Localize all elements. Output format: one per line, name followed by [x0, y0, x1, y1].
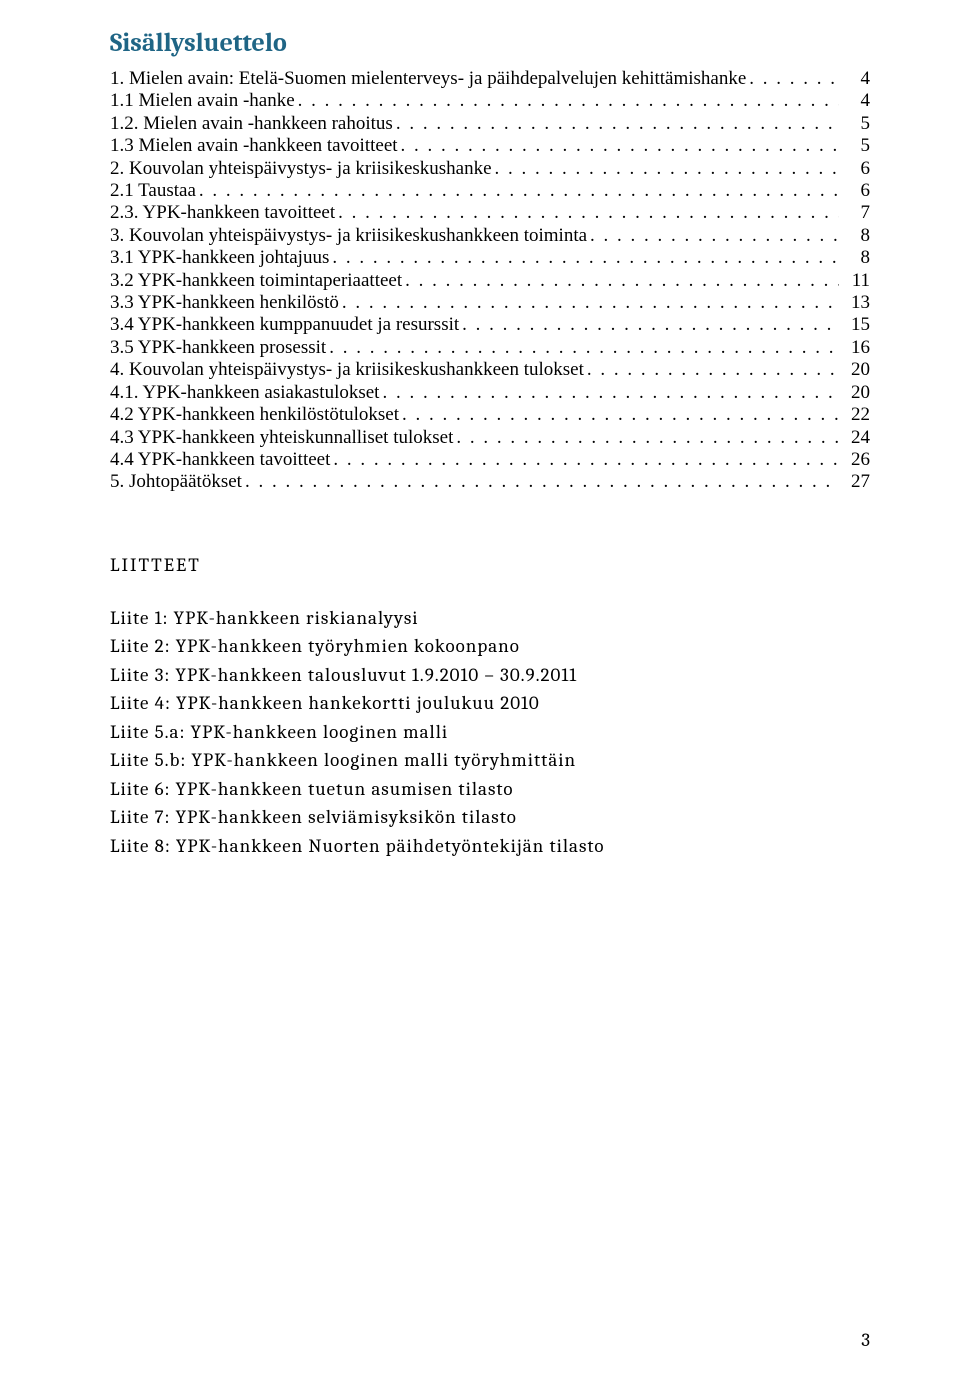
toc-label: 3.4 YPK-hankkeen kumppanuudet ja resurss…: [110, 314, 459, 336]
toc-label: 1. Mielen avain: Etelä-Suomen mielenterv…: [110, 68, 746, 90]
toc-dots: . . . . . . . . . . . . . . . . . . . . …: [749, 68, 839, 90]
toc-label: 1.2. Mielen avain -hankkeen rahoitus: [110, 113, 393, 135]
appendix-item: Liite 5.b: YPK-hankkeen looginen malli t…: [110, 746, 870, 775]
toc-dots: . . . . . . . . . . . . . . . . . . . . …: [456, 427, 839, 449]
toc-dots: . . . . . . . . . . . . . . . . . . . . …: [405, 270, 839, 292]
toc-dots: . . . . . . . . . . . . . . . . . . . . …: [329, 337, 839, 359]
toc-dots: . . . . . . . . . . . . . . . . . . . . …: [298, 90, 839, 112]
page-number: 3: [861, 1329, 870, 1351]
toc-page: 20: [842, 382, 870, 404]
toc-entry: 3.5 YPK-hankkeen prosessit . . . . . . .…: [110, 337, 870, 359]
toc-entry: 1. Mielen avain: Etelä-Suomen mielenterv…: [110, 68, 870, 90]
toc-entry: 3.3 YPK-hankkeen henkilöstö . . . . . . …: [110, 292, 870, 314]
appendix-item: Liite 7: YPK-hankkeen selviämisyksikön t…: [110, 803, 870, 832]
toc-label: 2. Kouvolan yhteispäivystys- ja kriisike…: [110, 158, 492, 180]
table-of-contents: 1. Mielen avain: Etelä-Suomen mielenterv…: [110, 68, 870, 494]
toc-label: 1.1 Mielen avain -hanke: [110, 90, 295, 112]
toc-page: 6: [842, 180, 870, 202]
toc-label: 4.2 YPK-hankkeen henkilöstötulokset: [110, 404, 399, 426]
toc-label: 3.1 YPK-hankkeen johtajuus: [110, 247, 329, 269]
toc-entry: 4.3 YPK-hankkeen yhteiskunnalliset tulok…: [110, 427, 870, 449]
toc-entry: 4.1. YPK-hankkeen asiakastulokset . . . …: [110, 382, 870, 404]
toc-label: 1.3 Mielen avain -hankkeen tavoitteet: [110, 135, 398, 157]
toc-label: 3.3 YPK-hankkeen henkilöstö: [110, 292, 339, 314]
toc-page: 16: [842, 337, 870, 359]
toc-dots: . . . . . . . . . . . . . . . . . . . . …: [495, 158, 839, 180]
toc-entry: 3.4 YPK-hankkeen kumppanuudet ja resurss…: [110, 314, 870, 336]
toc-entry: 2. Kouvolan yhteispäivystys- ja kriisike…: [110, 158, 870, 180]
toc-page: 27: [842, 471, 870, 493]
toc-page: 4: [842, 68, 870, 90]
appendix-item: Liite 3: YPK-hankkeen talousluvut 1.9.20…: [110, 661, 870, 690]
toc-page: 8: [842, 247, 870, 269]
toc-entry: 2.1 Taustaa . . . . . . . . . . . . . . …: [110, 180, 870, 202]
toc-dots: . . . . . . . . . . . . . . . . . . . . …: [199, 180, 839, 202]
toc-page: 4: [842, 90, 870, 112]
toc-dots: . . . . . . . . . . . . . . . . . . . . …: [401, 135, 839, 157]
toc-label: 4.3 YPK-hankkeen yhteiskunnalliset tulok…: [110, 427, 453, 449]
toc-entry: 4.4 YPK-hankkeen tavoitteet . . . . . . …: [110, 449, 870, 471]
toc-label: 4.4 YPK-hankkeen tavoitteet: [110, 449, 330, 471]
appendix-item: Liite 5.a: YPK-hankkeen looginen malli: [110, 718, 870, 747]
toc-page: 7: [842, 202, 870, 224]
appendix-heading: LIITTEET: [110, 554, 870, 576]
toc-page: 24: [842, 427, 870, 449]
appendix-item: Liite 1: YPK-hankkeen riskianalyysi: [110, 604, 870, 633]
toc-page: 15: [842, 314, 870, 336]
toc-page: 11: [842, 270, 870, 292]
toc-page: 13: [842, 292, 870, 314]
toc-label: 2.1 Taustaa: [110, 180, 196, 202]
toc-entry: 3. Kouvolan yhteispäivystys- ja kriisike…: [110, 225, 870, 247]
toc-label: 2.3. YPK-hankkeen tavoitteet: [110, 202, 335, 224]
toc-page: 5: [842, 113, 870, 135]
toc-dots: . . . . . . . . . . . . . . . . . . . . …: [590, 225, 839, 247]
toc-page: 6: [842, 158, 870, 180]
appendix-item: Liite 6: YPK-hankkeen tuetun asumisen ti…: [110, 775, 870, 804]
toc-entry: 1.3 Mielen avain -hankkeen tavoitteet . …: [110, 135, 870, 157]
toc-entry: 2.3. YPK-hankkeen tavoitteet . . . . . .…: [110, 202, 870, 224]
appendix-list: Liite 1: YPK-hankkeen riskianalyysi Liit…: [110, 604, 870, 861]
appendix-item: Liite 2: YPK-hankkeen työryhmien kokoonp…: [110, 632, 870, 661]
toc-dots: . . . . . . . . . . . . . . . . . . . . …: [396, 113, 839, 135]
toc-page: 8: [842, 225, 870, 247]
toc-dots: . . . . . . . . . . . . . . . . . . . . …: [587, 359, 839, 381]
toc-entry: 3.2 YPK-hankkeen toimintaperiaatteet . .…: [110, 270, 870, 292]
toc-dots: . . . . . . . . . . . . . . . . . . . . …: [382, 382, 839, 404]
toc-dots: . . . . . . . . . . . . . . . . . . . . …: [338, 202, 839, 224]
toc-label: 3. Kouvolan yhteispäivystys- ja kriisike…: [110, 225, 587, 247]
toc-page: 20: [842, 359, 870, 381]
toc-entry: 4.2 YPK-hankkeen henkilöstötulokset . . …: [110, 404, 870, 426]
toc-label: 3.2 YPK-hankkeen toimintaperiaatteet: [110, 270, 402, 292]
toc-entry: 3.1 YPK-hankkeen johtajuus . . . . . . .…: [110, 247, 870, 269]
toc-dots: . . . . . . . . . . . . . . . . . . . . …: [332, 247, 839, 269]
toc-dots: . . . . . . . . . . . . . . . . . . . . …: [402, 404, 839, 426]
toc-entry: 1.1 Mielen avain -hanke . . . . . . . . …: [110, 90, 870, 112]
toc-entry: 5. Johtopäätökset . . . . . . . . . . . …: [110, 471, 870, 493]
toc-page: 5: [842, 135, 870, 157]
toc-label: 5. Johtopäätökset: [110, 471, 242, 493]
toc-label: 4.1. YPK-hankkeen asiakastulokset: [110, 382, 379, 404]
toc-dots: . . . . . . . . . . . . . . . . . . . . …: [462, 314, 839, 336]
toc-dots: . . . . . . . . . . . . . . . . . . . . …: [245, 471, 839, 493]
page-title: Sisällysluettelo: [110, 28, 870, 58]
toc-dots: . . . . . . . . . . . . . . . . . . . . …: [342, 292, 839, 314]
appendix-item: Liite 8: YPK-hankkeen Nuorten päihdetyön…: [110, 832, 870, 861]
appendix-item: Liite 4: YPK-hankkeen hankekortti jouluk…: [110, 689, 870, 718]
toc-page: 22: [842, 404, 870, 426]
toc-entry: 4. Kouvolan yhteispäivystys- ja kriisike…: [110, 359, 870, 381]
toc-label: 4. Kouvolan yhteispäivystys- ja kriisike…: [110, 359, 584, 381]
toc-page: 26: [842, 449, 870, 471]
toc-entry: 1.2. Mielen avain -hankkeen rahoitus . .…: [110, 113, 870, 135]
toc-label: 3.5 YPK-hankkeen prosessit: [110, 337, 326, 359]
toc-dots: . . . . . . . . . . . . . . . . . . . . …: [333, 449, 839, 471]
